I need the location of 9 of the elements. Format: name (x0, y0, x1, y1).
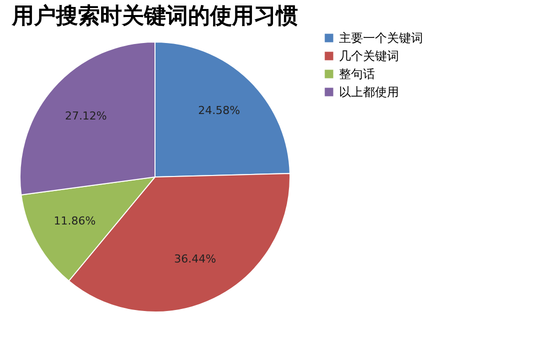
legend-label: 整句话 (339, 67, 375, 81)
legend-label: 主要一个关键词 (339, 31, 423, 45)
legend-label: 几个关键词 (339, 49, 399, 63)
data-label: 11.86% (54, 214, 96, 228)
legend-label: 以上都使用 (339, 85, 399, 99)
chart-title: 用户搜索时关键词的使用习惯 (11, 3, 298, 29)
data-label: 36.44% (174, 252, 216, 266)
data-label: 27.12% (64, 110, 107, 123)
data-label: 24.58% (198, 104, 240, 118)
